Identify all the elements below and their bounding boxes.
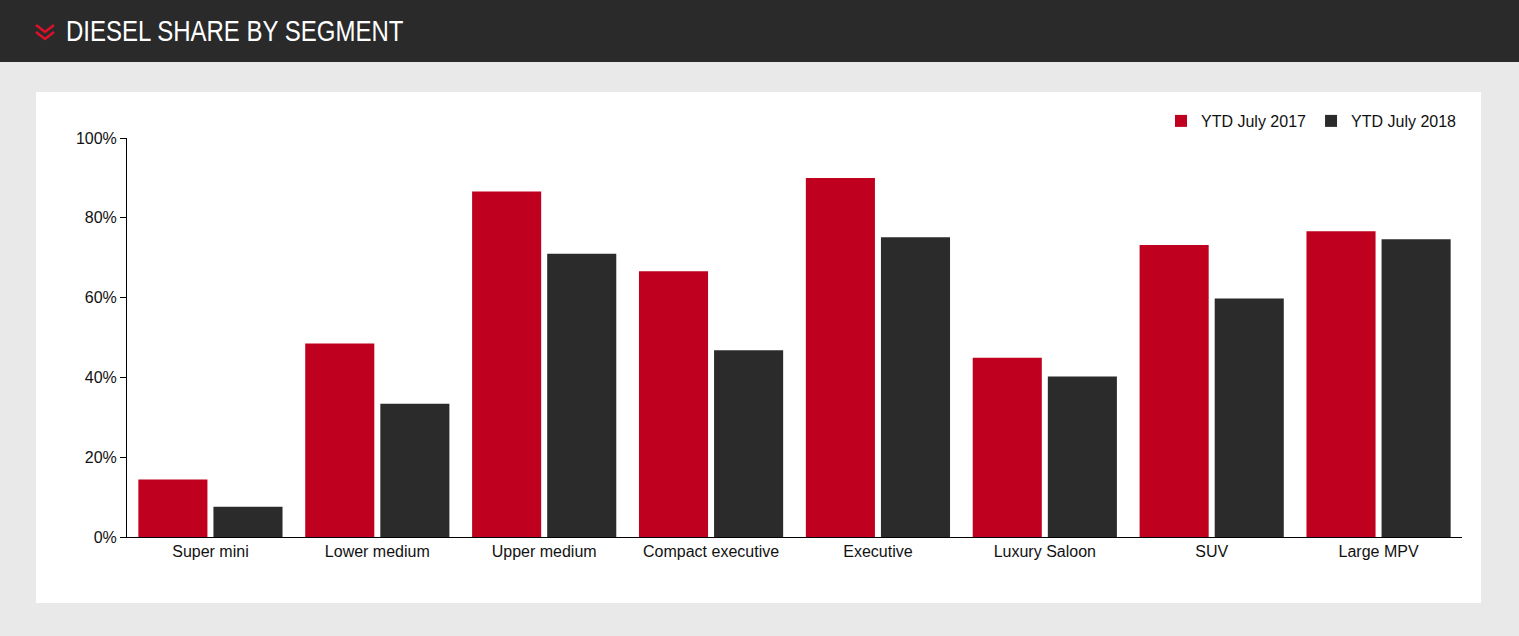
svg-text:Large MPV: Large MPV <box>1339 543 1419 560</box>
svg-text:100%: 100% <box>76 130 117 147</box>
svg-text:60%: 60% <box>85 289 117 306</box>
html-text:DIESEL SHARE BY SEGMENT: DIESEL SHARE BY SEGMENT <box>66 14 404 47</box>
svg-text:20%: 20% <box>85 449 117 466</box>
svg-text:Executive: Executive <box>843 543 912 560</box>
svg-text:Upper medium: Upper medium <box>492 543 597 560</box>
svg-text:YTD July 2017: YTD July 2017 <box>1201 113 1306 130</box>
svg-text:Luxury Saloon: Luxury Saloon <box>994 543 1096 560</box>
svg-text:Compact executive: Compact executive <box>643 543 779 560</box>
svg-text:Lower medium: Lower medium <box>325 543 430 560</box>
svg-text:SUV: SUV <box>1195 543 1228 560</box>
svg-text:80%: 80% <box>85 209 117 226</box>
svg-text:Super mini: Super mini <box>172 543 248 560</box>
svg-text:40%: 40% <box>85 369 117 386</box>
svg-text:0%: 0% <box>94 529 117 546</box>
svg-text:YTD July 2018: YTD July 2018 <box>1351 113 1456 130</box>
